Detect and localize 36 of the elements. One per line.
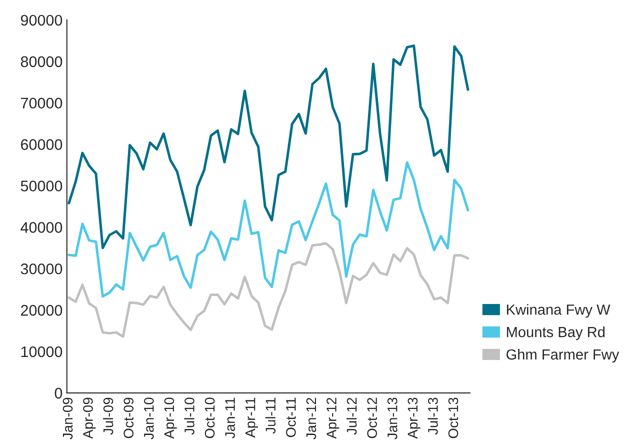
y-tick-label: 10000 <box>21 346 62 358</box>
x-tick-label: Jul-13 <box>428 398 438 435</box>
y-tick-label: 60000 <box>21 139 62 150</box>
legend-label: Ghm Farmer Fwy <box>506 348 620 363</box>
line-series <box>68 44 470 250</box>
y-tick-label: 30000 <box>20 263 62 274</box>
x-tick-label: Apr-10 <box>164 398 177 439</box>
x-tick-label: Jan-09 <box>62 398 73 440</box>
y-tick-label: 20000 <box>21 304 62 316</box>
x-tick-label: Jan-11 <box>225 398 235 438</box>
x-tick-label: Apr-13 <box>408 398 420 439</box>
line-series <box>68 242 470 338</box>
x-tick-label: Jul-10 <box>184 398 194 435</box>
legend-label: Kwinana Fwy W <box>506 304 610 318</box>
x-tick-label: Apr-09 <box>83 398 96 439</box>
x-tick-label: Oct-09 <box>124 398 134 438</box>
y-tick-label: 80000 <box>20 56 62 68</box>
y-tick-label: 50000 <box>20 180 62 192</box>
line-series <box>68 161 470 298</box>
x-tick-label: Jul-12 <box>346 398 357 435</box>
y-tick-label: 0 <box>54 388 62 399</box>
x-tick-label: Jul-11 <box>265 398 276 434</box>
x-tick-label: Oct-13 <box>448 398 458 438</box>
y-tick-label: 90000 <box>20 14 62 26</box>
x-tick-label: Apr-11 <box>246 398 258 438</box>
x-tick-label: Oct-10 <box>204 398 215 438</box>
y-tick-label: 40000 <box>20 222 62 233</box>
legend-label: Mounts Bay Rd <box>506 326 605 340</box>
x-tick-label: Jan-10 <box>144 398 154 440</box>
x-tick-label: Apr-12 <box>326 398 340 439</box>
x-tick-label: Oct-11 <box>286 398 296 438</box>
y-tick-label: 70000 <box>21 98 62 109</box>
x-tick-label: Jan-13 <box>387 398 398 440</box>
x-tick-label: Jul-09 <box>103 398 114 435</box>
x-tick-label: Jan-12 <box>306 398 316 440</box>
x-tick-label: Oct-12 <box>367 398 378 438</box>
